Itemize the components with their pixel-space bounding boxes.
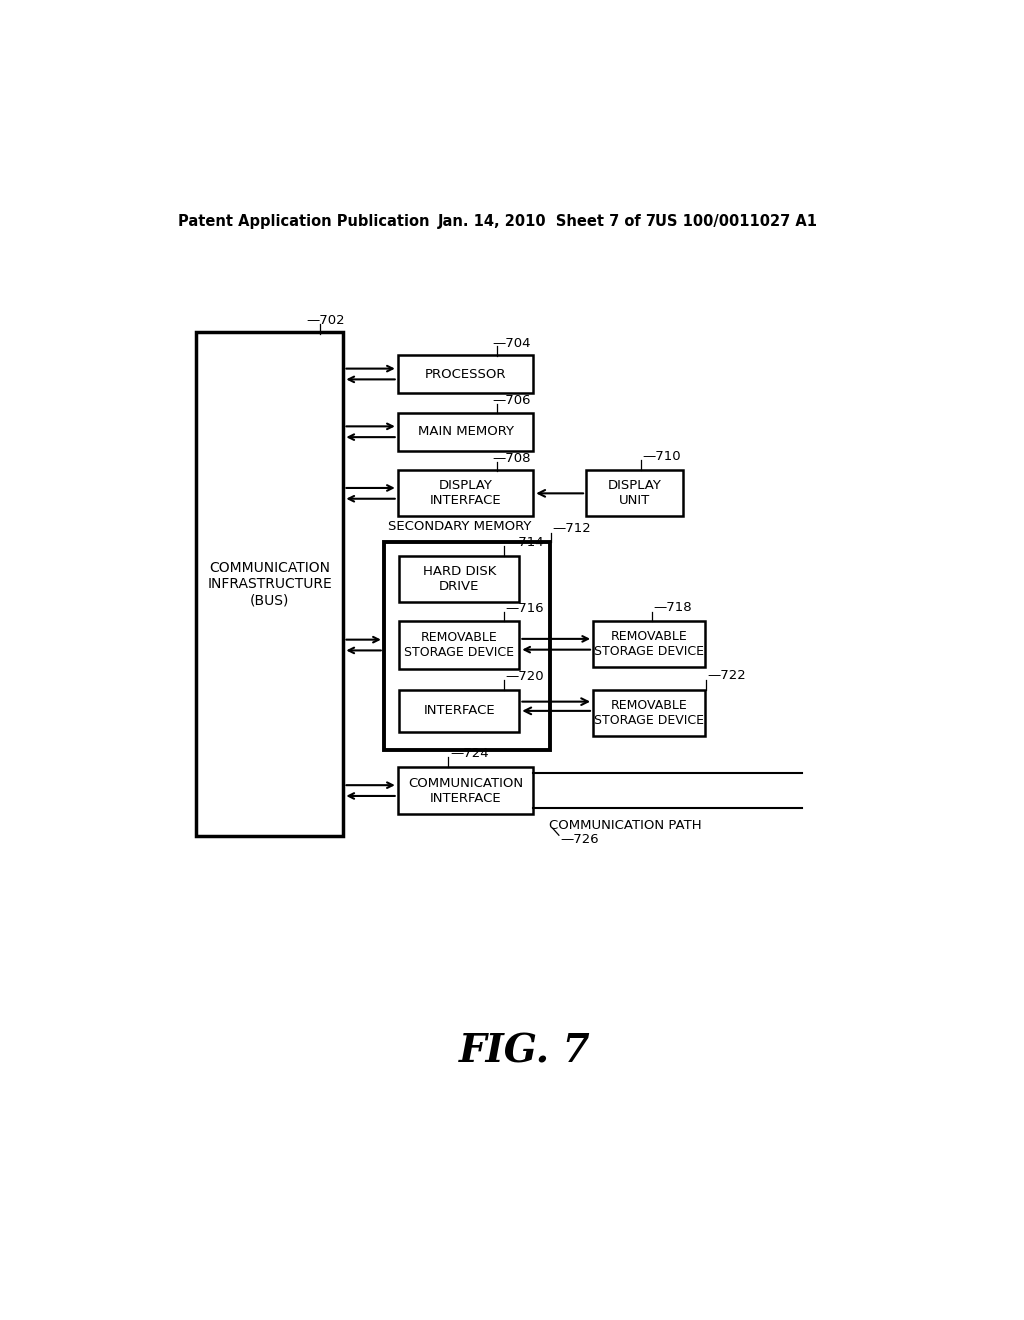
Text: —722: —722: [708, 669, 746, 682]
Bar: [586, 470, 683, 516]
Text: —714: —714: [506, 536, 544, 549]
Bar: [593, 622, 706, 668]
Text: SECONDARY MEMORY: SECONDARY MEMORY: [388, 520, 531, 533]
Text: US 100/0011027 A1: US 100/0011027 A1: [655, 214, 817, 230]
Text: —726: —726: [560, 833, 599, 846]
Text: HARD DISK
DRIVE: HARD DISK DRIVE: [423, 565, 496, 593]
Bar: [197, 331, 343, 836]
Bar: [397, 412, 534, 451]
Text: Patent Application Publication: Patent Application Publication: [178, 214, 430, 230]
Text: COMMUNICATION
INTERFACE: COMMUNICATION INTERFACE: [408, 776, 523, 805]
Text: COMMUNICATION PATH: COMMUNICATION PATH: [549, 820, 701, 833]
Bar: [399, 622, 519, 669]
Text: —706: —706: [493, 395, 530, 408]
Text: FIG. 7: FIG. 7: [459, 1032, 591, 1071]
Text: COMMUNICATION
INFRASTRUCTURE
(BUS): COMMUNICATION INFRASTRUCTURE (BUS): [208, 561, 332, 607]
Text: DISPLAY
UNIT: DISPLAY UNIT: [607, 479, 662, 507]
Text: —704: —704: [493, 337, 530, 350]
Bar: [399, 689, 519, 733]
Text: —720: —720: [506, 671, 544, 684]
Text: REMOVABLE
STORAGE DEVICE: REMOVABLE STORAGE DEVICE: [594, 630, 705, 659]
Text: —708: —708: [493, 453, 530, 465]
Text: —712: —712: [553, 521, 592, 535]
Text: —710: —710: [642, 450, 681, 463]
Text: MAIN MEMORY: MAIN MEMORY: [418, 425, 513, 438]
Text: DISPLAY
INTERFACE: DISPLAY INTERFACE: [430, 479, 502, 507]
Text: PROCESSOR: PROCESSOR: [425, 367, 506, 380]
Bar: [397, 355, 534, 393]
Bar: [399, 556, 519, 602]
Text: —716: —716: [506, 602, 544, 615]
Bar: [593, 689, 706, 737]
Text: —702: —702: [306, 314, 345, 326]
Text: REMOVABLE
STORAGE DEVICE: REMOVABLE STORAGE DEVICE: [594, 698, 705, 727]
Bar: [397, 470, 534, 516]
Text: Jan. 14, 2010  Sheet 7 of 7: Jan. 14, 2010 Sheet 7 of 7: [438, 214, 657, 230]
Text: —724: —724: [450, 747, 488, 760]
Text: REMOVABLE
STORAGE DEVICE: REMOVABLE STORAGE DEVICE: [404, 631, 514, 659]
Bar: [397, 767, 534, 814]
Bar: [384, 541, 550, 750]
Text: —718: —718: [653, 601, 691, 614]
Text: INTERFACE: INTERFACE: [424, 705, 496, 717]
